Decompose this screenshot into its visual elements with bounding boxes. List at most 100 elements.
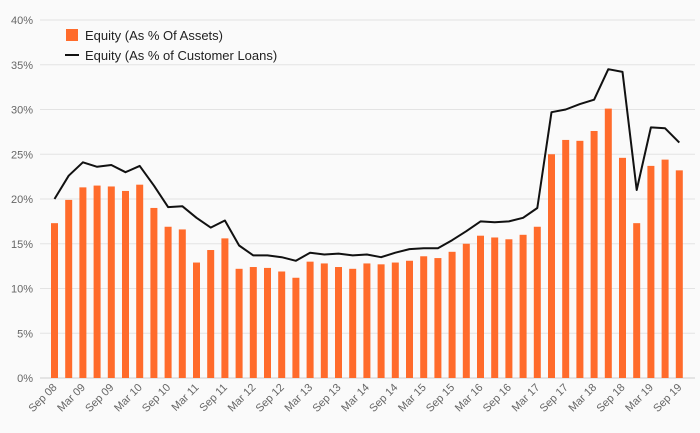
bar[interactable] [661, 159, 669, 378]
bar[interactable] [292, 277, 300, 378]
bar[interactable] [207, 250, 215, 378]
legend-item-loans[interactable]: Equity (As % of Customer Loans) [65, 48, 277, 63]
line-point[interactable] [590, 96, 598, 104]
legend: Equity (As % Of Assets) Equity (As % of … [65, 28, 277, 63]
bar[interactable] [619, 157, 626, 378]
bar[interactable] [164, 226, 172, 378]
line-point[interactable] [249, 251, 257, 259]
line-point[interactable] [51, 195, 59, 203]
bar[interactable] [420, 256, 428, 378]
line-point[interactable] [207, 224, 215, 232]
bar[interactable] [406, 260, 413, 378]
line-point[interactable] [377, 253, 385, 261]
bar[interactable] [320, 263, 328, 378]
line-point[interactable] [278, 253, 286, 261]
line-point[interactable] [292, 257, 300, 265]
line-point[interactable] [79, 158, 87, 166]
bar[interactable] [590, 130, 598, 378]
line-point[interactable] [391, 249, 399, 257]
line-point[interactable] [576, 100, 584, 108]
bar[interactable] [604, 108, 612, 378]
line-point[interactable] [221, 216, 229, 224]
line-point[interactable] [448, 236, 456, 244]
line-point[interactable] [65, 172, 73, 180]
line-point[interactable] [406, 245, 414, 253]
bar[interactable] [633, 223, 641, 378]
line-point[interactable] [505, 217, 513, 225]
line-point[interactable] [533, 204, 541, 212]
bar[interactable] [675, 170, 683, 378]
bar[interactable] [647, 165, 655, 378]
legend-swatch-bar [66, 29, 78, 41]
line-point[interactable] [93, 163, 101, 171]
bar[interactable] [278, 271, 286, 378]
line-point[interactable] [434, 244, 442, 252]
line-point[interactable] [335, 250, 343, 258]
legend-label-assets: Equity (As % Of Assets) [85, 28, 223, 43]
line-point[interactable] [136, 162, 144, 170]
bar-series [51, 108, 683, 378]
line-point[interactable] [363, 250, 371, 258]
bar[interactable] [264, 267, 271, 378]
series-line[interactable] [53, 68, 681, 262]
bar[interactable] [533, 226, 541, 378]
bar[interactable] [349, 268, 357, 378]
bar[interactable] [505, 239, 513, 378]
bar[interactable] [221, 238, 229, 378]
line-point[interactable] [320, 250, 328, 258]
line-point[interactable] [675, 139, 683, 147]
line-point[interactable] [462, 227, 470, 235]
line-point[interactable] [122, 168, 130, 176]
bar[interactable] [448, 251, 456, 378]
bar[interactable] [477, 235, 484, 378]
line-point[interactable] [107, 161, 115, 169]
line-point[interactable] [420, 244, 428, 252]
line-point[interactable] [548, 108, 556, 116]
bar[interactable] [136, 184, 144, 378]
line-point[interactable] [647, 123, 655, 131]
line-point[interactable] [491, 218, 499, 226]
line-point[interactable] [164, 203, 172, 211]
legend-item-assets[interactable]: Equity (As % Of Assets) [66, 28, 223, 43]
bar[interactable] [79, 187, 87, 378]
bar[interactable] [122, 190, 129, 378]
line-point[interactable] [619, 68, 627, 76]
bar[interactable] [391, 262, 399, 378]
bar[interactable] [93, 185, 101, 378]
bar[interactable] [193, 262, 200, 378]
y-tick-label: 30% [11, 105, 33, 117]
bar[interactable] [306, 261, 314, 378]
bar[interactable] [462, 243, 470, 378]
line-point[interactable] [264, 251, 272, 259]
line-series [51, 65, 683, 265]
bar[interactable] [548, 154, 555, 378]
line-point[interactable] [178, 202, 186, 210]
line-point[interactable] [193, 214, 201, 222]
line-point[interactable] [519, 214, 527, 222]
line-point[interactable] [235, 242, 243, 250]
bar[interactable] [150, 207, 158, 378]
bar[interactable] [178, 229, 186, 378]
bar[interactable] [519, 234, 527, 378]
line-point[interactable] [306, 249, 314, 257]
bar[interactable] [249, 267, 257, 378]
bar[interactable] [434, 258, 442, 378]
bar[interactable] [576, 140, 584, 378]
y-tick-label: 15% [11, 239, 33, 251]
bar[interactable] [491, 237, 499, 378]
bar[interactable] [377, 264, 385, 378]
bar[interactable] [51, 223, 58, 378]
bar[interactable] [65, 199, 73, 378]
line-point[interactable] [349, 251, 357, 259]
bar[interactable] [235, 268, 243, 378]
line-point[interactable] [604, 65, 612, 73]
bar[interactable] [363, 263, 371, 378]
bar[interactable] [335, 267, 342, 378]
line-point[interactable] [562, 106, 570, 114]
line-point[interactable] [477, 217, 485, 225]
line-point[interactable] [661, 124, 669, 132]
line-point[interactable] [633, 186, 641, 194]
line-point[interactable] [150, 182, 158, 190]
bar[interactable] [562, 139, 570, 378]
bar[interactable] [107, 186, 115, 378]
